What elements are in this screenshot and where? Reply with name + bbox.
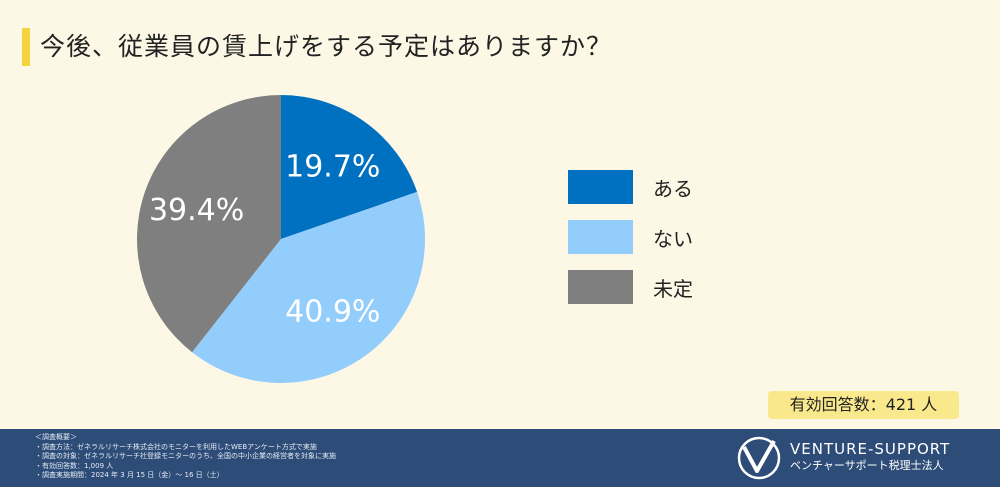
legend-label: 未定 bbox=[653, 276, 693, 301]
chart-legend: ある ない 未定 bbox=[568, 162, 693, 312]
title-accent-bar bbox=[22, 28, 30, 66]
legend-label: ある bbox=[653, 176, 693, 201]
survey-note-line: ・調査実施期間：2024 年 3 月 15 日（金）～ 16 日（土） bbox=[35, 471, 224, 480]
pie-slice-mitei bbox=[137, 95, 281, 353]
pie-data-label-aru: 19.7% bbox=[285, 149, 380, 184]
brand-name-ja: ベンチャーサポート税理士法人 bbox=[790, 459, 944, 472]
respondent-count-badge: 有効回答数：421 人 bbox=[768, 391, 959, 419]
legend-swatch bbox=[568, 170, 633, 204]
brand-name-en: VENTURE-SUPPORT bbox=[790, 440, 951, 458]
pie-data-label-nai: 40.9% bbox=[285, 295, 380, 330]
legend-swatch bbox=[568, 220, 633, 254]
survey-notes: ＜調査概要＞ ・調査方法：ゼネラルリサーチ株式会社のモニターを利用したWEBアン… bbox=[35, 433, 336, 481]
footer: ＜調査概要＞ ・調査方法：ゼネラルリサーチ株式会社のモニターを利用したWEBアン… bbox=[0, 429, 1000, 487]
survey-note-line: ・調査方法：ゼネラルリサーチ株式会社のモニターを利用したWEBアンケート方式で実… bbox=[35, 442, 317, 451]
venture-support-logo-icon bbox=[737, 436, 781, 480]
pie-chart: 19.7% 40.9% 39.4% bbox=[137, 95, 425, 383]
pie-slice-nai bbox=[192, 191, 425, 383]
pie-slice-aru bbox=[281, 95, 418, 239]
legend-item-nai: ない bbox=[568, 212, 693, 262]
survey-note-line: ＜調査概要＞ bbox=[35, 433, 77, 441]
legend-label: ない bbox=[653, 226, 693, 251]
survey-note-line: ・調査の対象：ゼネラルリサーチ社登録モニターのうち、全国の中小企業の経営者を対象… bbox=[35, 452, 336, 461]
legend-item-aru: ある bbox=[568, 162, 693, 212]
legend-swatch bbox=[568, 270, 633, 304]
page-title: 今後、従業員の賃上げをする予定はありますか？ bbox=[40, 32, 613, 61]
survey-note-line: ・有効回答数：1,009 人 bbox=[35, 461, 114, 470]
pie-data-label-mitei: 39.4% bbox=[149, 193, 244, 228]
legend-item-mitei: 未定 bbox=[568, 262, 693, 312]
brand-block: VENTURE-SUPPORT ベンチャーサポート税理士法人 bbox=[790, 439, 950, 473]
